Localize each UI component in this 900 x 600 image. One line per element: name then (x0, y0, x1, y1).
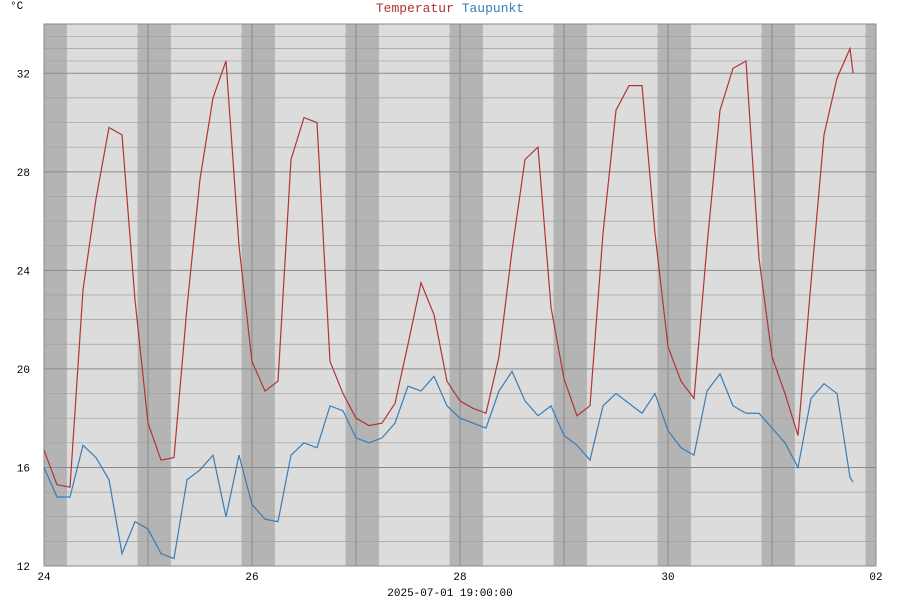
y-tick-label: 12 (17, 562, 30, 574)
x-tick-label: 02 (869, 572, 882, 584)
x-tick-label: 28 (453, 572, 466, 584)
x-tick-label: 24 (37, 572, 51, 584)
y-tick-label: 16 (17, 463, 30, 475)
series-line (43, 370, 854, 560)
x-axis-label: 2025-07-01 19:00:00 (387, 588, 512, 600)
legend-entry: Temperatur (376, 1, 454, 16)
y-tick-label: 28 (17, 168, 30, 180)
legend: Temperatur Taupunkt (376, 1, 524, 16)
y-tick-label: 20 (17, 365, 30, 377)
x-tick-label: 26 (245, 572, 258, 584)
x-tick-label: 30 (661, 572, 674, 584)
series-line (43, 46, 854, 488)
plot-frame (43, 23, 877, 567)
y-unit: °C (10, 1, 24, 13)
y-tick-label: 24 (17, 266, 31, 278)
legend-entry: Taupunkt (462, 1, 524, 16)
y-tick-label: 32 (17, 69, 30, 81)
